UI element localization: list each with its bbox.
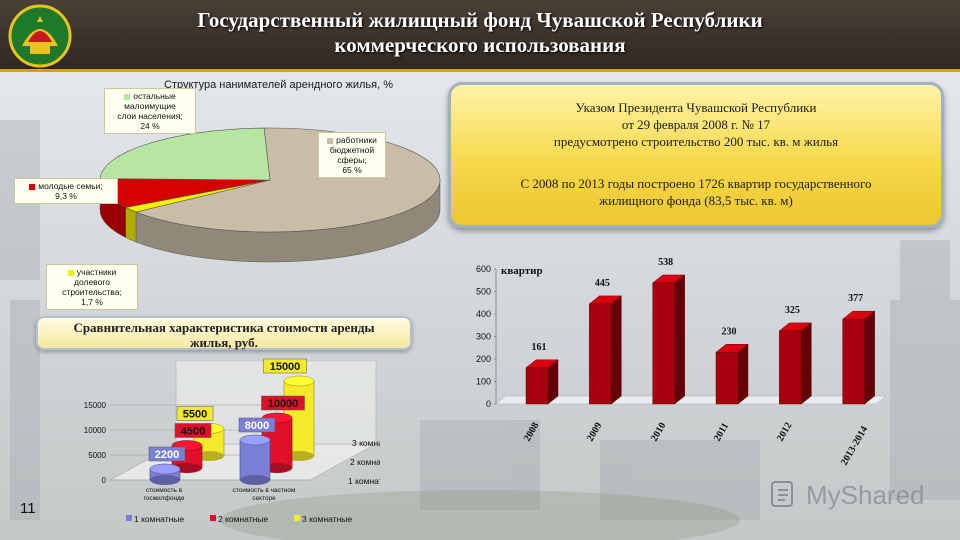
bar-2012	[779, 330, 802, 405]
data-label-box	[176, 406, 214, 421]
depth-axis-label: 3 комнатные	[352, 438, 380, 448]
decree-info-box: Указом Президента Чувашской Республики о…	[448, 82, 944, 228]
title-line-2: коммерческого использования	[334, 33, 626, 57]
y-tick-label: 400	[476, 309, 491, 319]
pie-label-young-families: молодые семьи; 9,3 %	[14, 178, 118, 204]
y-tick-label: 500	[476, 287, 491, 297]
bar-side	[864, 310, 875, 405]
data-label: 445	[595, 278, 610, 289]
data-label-box	[238, 417, 276, 433]
built-apartments-text: С 2008 по 2013 годы построено 1726 кварт…	[461, 175, 931, 209]
title-line-1: Государственный жилищный фонд Чувашской …	[197, 8, 763, 32]
watermark-text: MyShared	[806, 480, 925, 510]
data-label: 161	[532, 342, 547, 353]
y-tick-label: 600	[476, 264, 491, 274]
myshared-logo-icon	[771, 481, 793, 507]
x-category-label: стоимость в частном	[232, 487, 296, 494]
legend-swatch	[210, 515, 216, 521]
y-tick-label: 0	[102, 476, 107, 485]
legend-label: 1 комнатные	[134, 514, 184, 524]
slide-number: 11	[20, 500, 36, 517]
y-axis-title: квартир	[501, 265, 543, 277]
data-label: 2200	[155, 449, 179, 461]
built-line-1: С 2008 по 2013 годы построено 1726 кварт…	[520, 176, 872, 191]
x-category-label: секторе	[252, 495, 276, 502]
decree-line-1: Указом Президента Чувашской Республики	[575, 100, 817, 115]
bar-2008	[525, 367, 549, 405]
legend-label: 2 комнатные	[218, 514, 268, 524]
bar-side	[737, 343, 749, 405]
y-tick-label: 300	[476, 332, 491, 342]
data-label: 15000	[270, 361, 301, 373]
bar-2011	[715, 352, 739, 405]
rent-cost-3d-chart: 0 5000 10000 15000 5500 15000 4500 10000 2200 800…	[84, 358, 380, 524]
rent-comparison-title: Сравнительная характеристика стоимости а…	[42, 320, 406, 350]
depth-axis-label: 2 комнатные	[350, 457, 380, 467]
y-tick-label: 0	[486, 399, 491, 409]
bar-2010	[652, 282, 675, 405]
data-label: 8000	[245, 420, 269, 432]
pie-chart-title: Структура нанимателей арендного жилья, %	[164, 79, 393, 91]
depth-axis-label: 1 комнатные	[348, 476, 380, 486]
bar-1 комнатные-1	[239, 439, 271, 481]
y-tick-label: 5000	[88, 451, 106, 460]
data-label: 4500	[181, 426, 205, 438]
data-label-box	[174, 423, 212, 438]
apartments-bar-chart: 0 100 200 300 400 500 600 квартир 161 445 538 230 32…	[476, 257, 887, 409]
decree-line-2: от 29 февраля 2008 г. № 17	[621, 117, 771, 132]
pie-slice-1	[99, 127, 271, 181]
bar-cap	[149, 463, 181, 475]
legend-swatch	[294, 515, 300, 521]
page-title: Государственный жилищный фонд Чувашской …	[120, 8, 840, 58]
pie-label-budget-workers: работники бюджетной сферы; 65 %	[318, 132, 386, 178]
bar-2009	[589, 303, 612, 405]
data-label-box	[261, 395, 305, 411]
rent-comparison-line-2: жилья, руб.	[190, 335, 258, 350]
data-label: 5500	[183, 409, 207, 421]
bar-cap	[283, 375, 315, 387]
bar-2013-2014	[842, 318, 865, 405]
y-tick-label: 15000	[84, 401, 107, 410]
data-label: 377	[848, 293, 863, 304]
y-tick-label: 200	[476, 354, 491, 364]
pie-label-others: остальные малоимущие слои населения; 24 …	[104, 88, 196, 134]
pie-slice-side-3	[125, 207, 137, 243]
y-tick-label: 100	[476, 377, 491, 387]
y-tick-label: 10000	[84, 426, 107, 435]
data-label: 325	[785, 305, 800, 316]
header-bar: Государственный жилищный фонд Чувашской …	[0, 0, 960, 72]
rent-comparison-title-box: Сравнительная характеристика стоимости а…	[36, 316, 412, 350]
legend-swatch	[126, 515, 132, 521]
data-label: 10000	[268, 398, 299, 410]
x-category-label: стоимость в	[146, 487, 183, 494]
legend-label: 3 комнатные	[302, 514, 352, 524]
bar-side	[801, 322, 812, 405]
data-label-box	[263, 358, 307, 374]
rent-comparison-line-1: Сравнительная характеристика стоимости а…	[73, 320, 375, 335]
bar-side	[674, 274, 685, 405]
bar-base	[240, 475, 270, 485]
chuvash-emblem-icon	[8, 4, 72, 68]
decree-text: Указом Президента Чувашской Республики о…	[461, 99, 931, 150]
data-label-box	[148, 446, 186, 462]
data-label: 230	[722, 326, 737, 337]
decree-line-3: предусмотрено строительство 200 тыс. кв.…	[553, 134, 839, 149]
x-category-label: госжилфонде	[144, 495, 185, 502]
built-line-2: жилищного фонда (83,5 тыс. кв. м)	[599, 193, 793, 208]
bar-side	[611, 295, 622, 405]
bar-base	[150, 475, 180, 485]
data-label: 538	[658, 257, 673, 268]
pie-label-shared-construction: участники долевого строительства; 1,7 %	[46, 264, 138, 310]
bar-cap	[239, 434, 271, 446]
